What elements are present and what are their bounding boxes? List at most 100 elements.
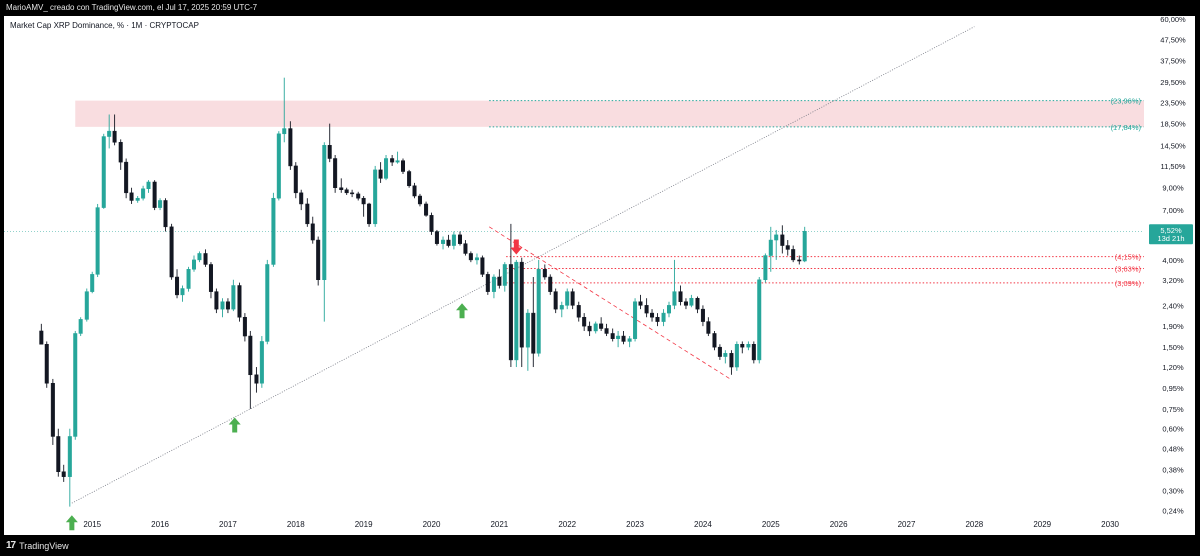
candle [248, 330, 253, 409]
author-credit: MarioAMV_ creado con TradingView.com, el… [6, 3, 258, 12]
candle [44, 341, 49, 388]
candle-body [276, 133, 281, 199]
candle-body [112, 130, 117, 143]
candle-body [175, 276, 180, 296]
candle [299, 189, 304, 211]
candle [616, 330, 621, 348]
y-tick-label: 0,95% [1162, 384, 1184, 393]
candle-body [553, 291, 558, 310]
candle [542, 264, 547, 280]
candle [638, 294, 643, 310]
candle-body [785, 245, 790, 250]
candle-body [650, 312, 655, 318]
level-label: (3,09%) [1115, 279, 1142, 288]
candle [180, 285, 185, 302]
candle [706, 317, 711, 337]
x-tick-label: 2020 [423, 520, 441, 529]
candle [441, 236, 446, 250]
candle-body [582, 316, 587, 327]
candle-body [50, 383, 55, 437]
candle [271, 192, 276, 267]
candle-body [502, 264, 507, 286]
candle [757, 277, 762, 364]
candle [333, 155, 338, 193]
candle-body [474, 257, 479, 261]
candle-body [124, 161, 129, 194]
candle [734, 341, 739, 371]
tradingview-brand-text: TradingView [19, 540, 69, 551]
y-tick-label: 37,50% [1160, 57, 1186, 66]
candle-body [299, 192, 304, 205]
candle [390, 155, 395, 166]
arrow-down-shape [510, 239, 523, 255]
candle [327, 123, 332, 163]
last-price-badge [1149, 224, 1193, 245]
candle-body [407, 171, 412, 187]
tradingview-logo-icon: 17 [6, 540, 16, 551]
candle [655, 313, 660, 327]
candle-body [621, 335, 626, 342]
tradingview-logo[interactable]: 17 TradingView [6, 540, 69, 551]
y-tick-label: 0,48% [1162, 445, 1184, 454]
candle [412, 182, 417, 199]
candle [112, 114, 117, 146]
candle-body [186, 269, 191, 289]
candle [525, 309, 530, 371]
candle [582, 313, 587, 331]
candle [474, 253, 479, 265]
candle-body [61, 471, 66, 477]
candle [576, 301, 581, 322]
x-tick-label: 2017 [219, 520, 237, 529]
candle [502, 262, 507, 292]
candle [785, 240, 790, 256]
candle [457, 231, 463, 246]
candle [276, 131, 281, 201]
price-chart[interactable]: (23,96%) (17,84%) (4,15%) (3,63%) (3,09%) 60,… [4, 16, 1195, 535]
candle [39, 323, 44, 345]
candle-body [84, 291, 89, 320]
candle-body [327, 145, 332, 159]
candle-body [548, 276, 553, 292]
candle-body [616, 335, 621, 339]
y-tick-label: 1,50% [1162, 343, 1184, 352]
candle [519, 257, 524, 368]
chart-panel[interactable]: (23,96%) (17,84%) (4,15%) (3,63%) (3,09%) 60,… [4, 16, 1195, 535]
candle-body [480, 257, 485, 275]
candle [384, 155, 389, 181]
candle-body [44, 344, 49, 384]
candle [225, 298, 230, 314]
candle [508, 223, 513, 368]
candle-body [514, 261, 519, 361]
candle [531, 277, 536, 368]
x-tick-label: 2018 [287, 520, 305, 529]
candle-body [695, 297, 700, 310]
candle-body [259, 341, 264, 384]
candle-body [395, 160, 400, 163]
candle-body [78, 319, 83, 334]
candle-body [734, 344, 739, 368]
arrow-up-shape [456, 303, 469, 319]
candle-body [424, 203, 429, 216]
candle-body [271, 197, 276, 265]
candle-body [451, 234, 456, 246]
candle-body [39, 330, 44, 345]
candle-body [565, 291, 570, 306]
x-tick-label: 2016 [151, 520, 169, 529]
level-label: (17,84%) [1111, 123, 1142, 132]
arrow-up-shape [65, 515, 78, 531]
level-label: (23,96%) [1111, 97, 1142, 106]
candle [797, 255, 802, 265]
candle [107, 114, 112, 149]
y-tick-label: 0,75% [1162, 405, 1184, 414]
candle [746, 341, 751, 351]
candle-body [678, 291, 683, 302]
candle [282, 77, 287, 143]
candle-body [757, 279, 762, 361]
candle [570, 288, 575, 310]
candle-body [491, 276, 496, 292]
candle-body [214, 291, 219, 310]
candle [485, 271, 490, 295]
candle-body [463, 243, 468, 254]
candle [587, 321, 592, 337]
candle-body [700, 308, 705, 322]
